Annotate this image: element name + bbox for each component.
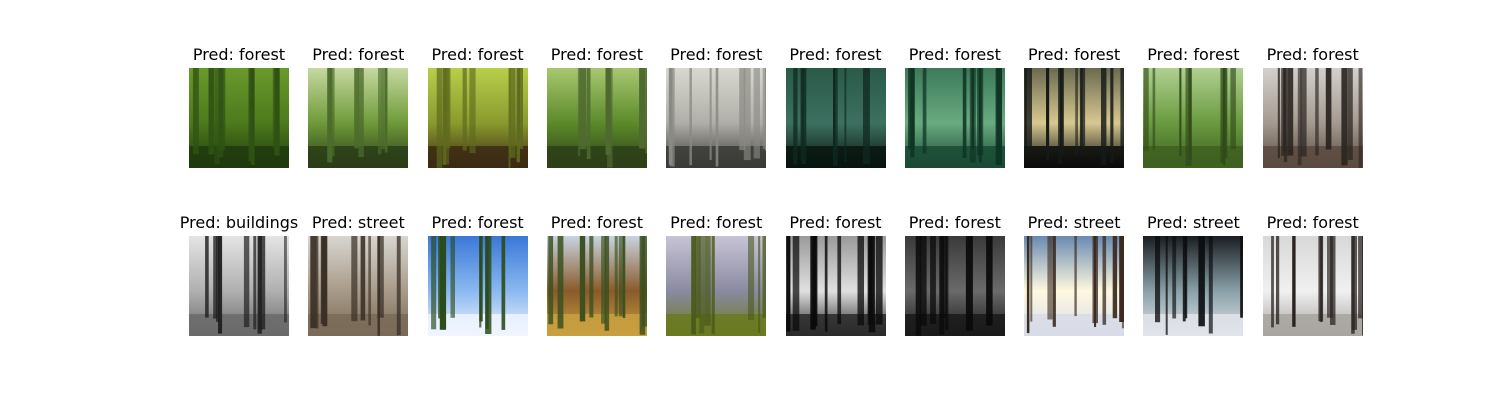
prediction-cell: Pred: forest	[532, 212, 662, 342]
prediction-label: Pred: street	[311, 213, 405, 232]
prediction-cell: Pred: forest	[413, 44, 543, 174]
forest-thumbnail-image	[666, 236, 767, 336]
prediction-cell: Pred: forest	[532, 44, 662, 174]
forest-thumbnail-image	[189, 68, 289, 168]
forest-thumbnail-image	[785, 236, 886, 336]
prediction-cell: Pred: forest	[1009, 44, 1139, 174]
forest-thumbnail-image	[1262, 68, 1363, 168]
prediction-label: Pred: forest	[192, 45, 286, 64]
forest-thumbnail-image	[785, 68, 886, 168]
forest-thumbnail-image	[1143, 236, 1244, 336]
forest-thumbnail-image	[546, 68, 647, 168]
prediction-label: Pred: forest	[789, 45, 882, 64]
forest-thumbnail-image	[427, 236, 528, 336]
prediction-label: Pred: forest	[1147, 45, 1240, 64]
prediction-cell: Pred: forest	[890, 44, 1020, 174]
prediction-cell: Pred: forest	[651, 44, 781, 174]
prediction-cell: Pred: forest	[771, 44, 901, 174]
prediction-cell: Pred: forest	[1128, 44, 1258, 174]
prediction-cell: Pred: street	[293, 212, 423, 342]
prediction-cell: Pred: street	[1128, 212, 1258, 342]
prediction-label: Pred: forest	[908, 45, 1001, 64]
prediction-label: Pred: forest	[1028, 45, 1121, 64]
prediction-cell: Pred: forest	[1248, 212, 1378, 342]
forest-thumbnail-image	[189, 236, 289, 336]
prediction-label: Pred: forest	[908, 213, 1001, 232]
prediction-cell: Pred: buildings	[174, 212, 304, 342]
prediction-cell: Pred: street	[1009, 212, 1139, 342]
prediction-label: Pred: forest	[431, 213, 524, 232]
prediction-label: Pred: street	[1027, 213, 1121, 232]
prediction-label: Pred: forest	[1266, 213, 1359, 232]
prediction-cell: Pred: forest	[413, 212, 543, 342]
forest-thumbnail-image	[1024, 68, 1125, 168]
prediction-label: Pred: forest	[670, 45, 763, 64]
forest-thumbnail-image	[1024, 236, 1125, 336]
forest-thumbnail-image	[904, 68, 1005, 168]
forest-thumbnail-image	[666, 68, 767, 168]
forest-thumbnail-image	[427, 68, 528, 168]
prediction-label: Pred: forest	[670, 213, 763, 232]
prediction-label: Pred: forest	[789, 213, 882, 232]
prediction-cell: Pred: forest	[771, 212, 901, 342]
prediction-label: Pred: forest	[1266, 45, 1359, 64]
prediction-cell: Pred: forest	[890, 212, 1020, 342]
forest-thumbnail-image	[1143, 68, 1244, 168]
forest-thumbnail-image	[904, 236, 1005, 336]
prediction-label: Pred: street	[1146, 213, 1240, 232]
prediction-cell: Pred: forest	[651, 212, 781, 342]
prediction-label: Pred: buildings	[179, 213, 299, 232]
prediction-label: Pred: forest	[550, 213, 643, 232]
prediction-label: Pred: forest	[312, 45, 405, 64]
prediction-cell: Pred: forest	[174, 44, 304, 174]
prediction-cell: Pred: forest	[1248, 44, 1378, 174]
forest-thumbnail-image	[1262, 236, 1363, 336]
prediction-cell: Pred: forest	[293, 44, 423, 174]
forest-thumbnail-image	[308, 236, 409, 336]
forest-thumbnail-image	[546, 236, 647, 336]
prediction-label: Pred: forest	[431, 45, 524, 64]
prediction-label: Pred: forest	[550, 45, 643, 64]
forest-thumbnail-image	[308, 68, 409, 168]
